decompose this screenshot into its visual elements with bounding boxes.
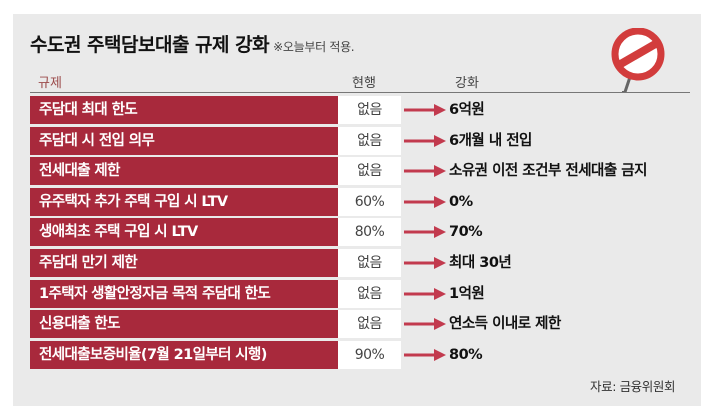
regulation-cell: 전세대출보증비율(7월 21일부터 시행) <box>30 341 338 369</box>
regulation-cell: 생애최초 주택 구입 시 LTV <box>30 218 338 246</box>
current-value-cell: 없음 <box>338 96 401 124</box>
table-row: 전세대출 제한 없음 소유권 이전 조건부 전세대출 금지 <box>30 157 690 185</box>
strengthened-value-cell: 1억원 <box>449 286 485 302</box>
strengthened-value-cell: 70% <box>449 224 483 240</box>
table-row: 신용대출 한도 없음 연소득 이내로 제한 <box>30 310 690 338</box>
strengthened-value-cell: 6억원 <box>449 102 485 118</box>
header-regulation: 규제 <box>38 76 62 91</box>
regulation-cell: 주담대 시 전입 의무 <box>30 127 338 155</box>
table-row: 주담대 최대 한도 없음 6억원 <box>30 96 690 124</box>
current-value-cell: 60% <box>338 188 401 216</box>
current-value-cell: 90% <box>338 341 401 369</box>
header-strengthened: 강화 <box>455 76 479 91</box>
regulation-cell: 전세대출 제한 <box>30 157 338 185</box>
right-arrow-icon <box>404 349 446 361</box>
right-arrow-icon <box>404 165 446 177</box>
current-value-cell: 없음 <box>338 280 401 308</box>
prohibition-sign-icon <box>611 28 665 93</box>
right-arrow-icon <box>404 226 446 238</box>
header-current: 현행 <box>352 76 376 91</box>
right-arrow-icon <box>404 288 446 300</box>
table-row: 주담대 만기 제한 없음 최대 30년 <box>30 249 690 277</box>
current-value-cell: 없음 <box>338 127 401 155</box>
regulation-cell: 1주택자 생활안정자금 목적 주담대 한도 <box>30 280 338 308</box>
table-row: 주담대 시 전입 의무 없음 6개월 내 전입 <box>30 127 690 155</box>
table-row: 유주택자 추가 주택 구입 시 LTV 60% 0% <box>30 188 690 216</box>
table-row: 생애최초 주택 구입 시 LTV 80% 70% <box>30 218 690 246</box>
strengthened-value-cell: 80% <box>449 347 483 363</box>
current-value-cell: 없음 <box>338 249 401 277</box>
right-arrow-icon <box>404 104 446 116</box>
title-note: ※오늘부터 적용. <box>273 40 355 54</box>
regulation-cell: 주담대 최대 한도 <box>30 96 338 124</box>
table-row: 1주택자 생활안정자금 목적 주담대 한도 없음 1억원 <box>30 280 690 308</box>
strengthened-value-cell: 소유권 이전 조건부 전세대출 금지 <box>449 163 647 179</box>
regulation-cell: 신용대출 한도 <box>30 310 338 338</box>
current-value-cell: 없음 <box>338 157 401 185</box>
regulation-cell: 주담대 만기 제한 <box>30 249 338 277</box>
source-note: 자료: 금융위원회 <box>590 379 676 394</box>
table-row: 전세대출보증비율(7월 21일부터 시행) 90% 80% <box>30 341 690 369</box>
right-arrow-icon <box>404 196 446 208</box>
current-value-cell: 없음 <box>338 310 401 338</box>
current-value-cell: 80% <box>338 218 401 246</box>
strengthened-value-cell: 최대 30년 <box>449 255 512 271</box>
strengthened-value-cell: 연소득 이내로 제한 <box>449 316 561 332</box>
strengthened-value-cell: 0% <box>449 194 473 210</box>
right-arrow-icon <box>404 257 446 269</box>
right-arrow-icon <box>404 135 446 147</box>
header-divider <box>30 92 690 93</box>
strengthened-value-cell: 6개월 내 전입 <box>449 133 532 149</box>
title-text: 수도권 주택담보대출 규제 강화 <box>30 34 270 56</box>
right-arrow-icon <box>404 318 446 330</box>
infographic-title: 수도권 주택담보대출 규제 강화 ※오늘부터 적용. <box>30 30 355 57</box>
regulation-cell: 유주택자 추가 주택 구입 시 LTV <box>30 188 338 216</box>
